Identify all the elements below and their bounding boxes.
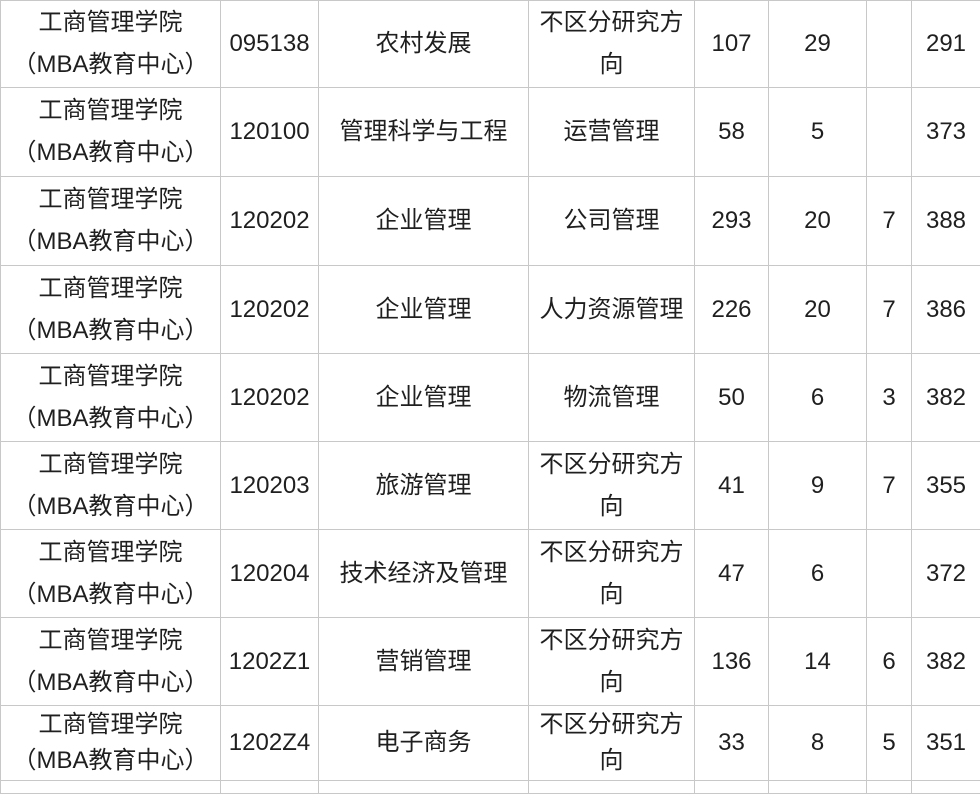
cell-value-1: 33 [694, 705, 769, 781]
cell-major: 营销管理 [318, 617, 529, 706]
cell-code: 095138 [220, 0, 319, 88]
table-row: 工商管理学院 （MBA教育中心） 095138 农村发展 不区分研究方向 107… [0, 0, 980, 88]
cell-empty [318, 780, 529, 794]
cell-empty [220, 780, 319, 794]
table-row: 工商管理学院 （MBA教育中心） 1202Z1 营销管理 不区分研究方向 136… [0, 617, 980, 706]
cell-direction: 不区分研究方向 [528, 0, 695, 88]
cell-direction: 不区分研究方向 [528, 529, 695, 618]
cell-direction: 人力资源管理 [528, 265, 695, 354]
cell-major: 农村发展 [318, 0, 529, 88]
cell-value-1: 47 [694, 529, 769, 618]
table-row: 工商管理学院 （MBA教育中心） 120203 旅游管理 不区分研究方向 41 … [0, 441, 980, 530]
cell-value-1: 226 [694, 265, 769, 354]
cell-value-4: 373 [911, 87, 980, 177]
cell-college: 工商管理学院 （MBA教育中心） [0, 87, 221, 177]
cell-major: 旅游管理 [318, 441, 529, 530]
cell-college: 工商管理学院 （MBA教育中心） [0, 617, 221, 706]
cell-college: 工商管理学院 （MBA教育中心） [0, 265, 221, 354]
cell-code: 120100 [220, 87, 319, 177]
cell-college: 工商管理学院 （MBA教育中心） [0, 353, 221, 442]
cell-empty [528, 780, 695, 794]
cell-value-3 [866, 0, 912, 88]
cell-value-3 [866, 87, 912, 177]
cell-value-2: 6 [768, 529, 867, 618]
cell-value-4: 382 [911, 617, 980, 706]
cell-value-3: 3 [866, 353, 912, 442]
cell-value-4: 382 [911, 353, 980, 442]
table-row: 工商管理学院 （MBA教育中心） 120202 企业管理 公司管理 293 20… [0, 176, 980, 266]
cell-value-2: 8 [768, 705, 867, 781]
cell-empty [694, 780, 769, 794]
table-row: 工商管理学院 （MBA教育中心） 1202Z4 电子商务 不区分研究方向 33 … [0, 705, 980, 781]
cell-value-3: 7 [866, 265, 912, 354]
cell-code: 120202 [220, 353, 319, 442]
table-row: 工商管理学院 （MBA教育中心） 120202 企业管理 人力资源管理 226 … [0, 265, 980, 354]
cell-college: 工商管理学院 （MBA教育中心） [0, 529, 221, 618]
cell-value-4: 388 [911, 176, 980, 266]
cell-empty [0, 780, 221, 794]
table-row: 工商管理学院 （MBA教育中心） 120204 技术经济及管理 不区分研究方向 … [0, 529, 980, 618]
cell-major: 企业管理 [318, 353, 529, 442]
cell-direction: 物流管理 [528, 353, 695, 442]
cell-empty [768, 780, 867, 794]
cell-code: 1202Z4 [220, 705, 319, 781]
cell-direction: 不区分研究方向 [528, 705, 695, 781]
cell-major: 企业管理 [318, 176, 529, 266]
cell-value-2: 14 [768, 617, 867, 706]
cell-college: 工商管理学院 （MBA教育中心） [0, 0, 221, 88]
cell-direction: 不区分研究方向 [528, 617, 695, 706]
cell-direction: 公司管理 [528, 176, 695, 266]
table-row-partial [0, 780, 980, 794]
cell-value-3 [866, 529, 912, 618]
cell-value-3: 6 [866, 617, 912, 706]
cell-value-2: 20 [768, 176, 867, 266]
cell-value-1: 136 [694, 617, 769, 706]
cell-major: 企业管理 [318, 265, 529, 354]
cell-code: 120204 [220, 529, 319, 618]
cell-value-4: 355 [911, 441, 980, 530]
cell-value-2: 5 [768, 87, 867, 177]
cell-value-2: 9 [768, 441, 867, 530]
cell-value-4: 386 [911, 265, 980, 354]
cell-major: 管理科学与工程 [318, 87, 529, 177]
cell-value-4: 291 [911, 0, 980, 88]
cell-value-1: 41 [694, 441, 769, 530]
cell-value-3: 7 [866, 441, 912, 530]
cell-value-4: 351 [911, 705, 980, 781]
cell-value-4: 372 [911, 529, 980, 618]
table-row: 工商管理学院 （MBA教育中心） 120100 管理科学与工程 运营管理 58 … [0, 87, 980, 177]
cell-college: 工商管理学院 （MBA教育中心） [0, 176, 221, 266]
cell-value-1: 293 [694, 176, 769, 266]
cell-value-2: 6 [768, 353, 867, 442]
cell-value-1: 50 [694, 353, 769, 442]
cell-value-3: 7 [866, 176, 912, 266]
cell-code: 120202 [220, 265, 319, 354]
cell-value-1: 58 [694, 87, 769, 177]
cell-code: 120202 [220, 176, 319, 266]
cell-major: 电子商务 [318, 705, 529, 781]
cell-major: 技术经济及管理 [318, 529, 529, 618]
cell-code: 1202Z1 [220, 617, 319, 706]
cell-value-3: 5 [866, 705, 912, 781]
cell-code: 120203 [220, 441, 319, 530]
cell-empty [911, 780, 980, 794]
cell-college: 工商管理学院 （MBA教育中心） [0, 705, 221, 781]
cell-college: 工商管理学院 （MBA教育中心） [0, 441, 221, 530]
cell-empty [866, 780, 912, 794]
cell-direction: 运营管理 [528, 87, 695, 177]
cell-value-1: 107 [694, 0, 769, 88]
cell-value-2: 29 [768, 0, 867, 88]
table-row: 工商管理学院 （MBA教育中心） 120202 企业管理 物流管理 50 6 3… [0, 353, 980, 442]
cell-value-2: 20 [768, 265, 867, 354]
cell-direction: 不区分研究方向 [528, 441, 695, 530]
